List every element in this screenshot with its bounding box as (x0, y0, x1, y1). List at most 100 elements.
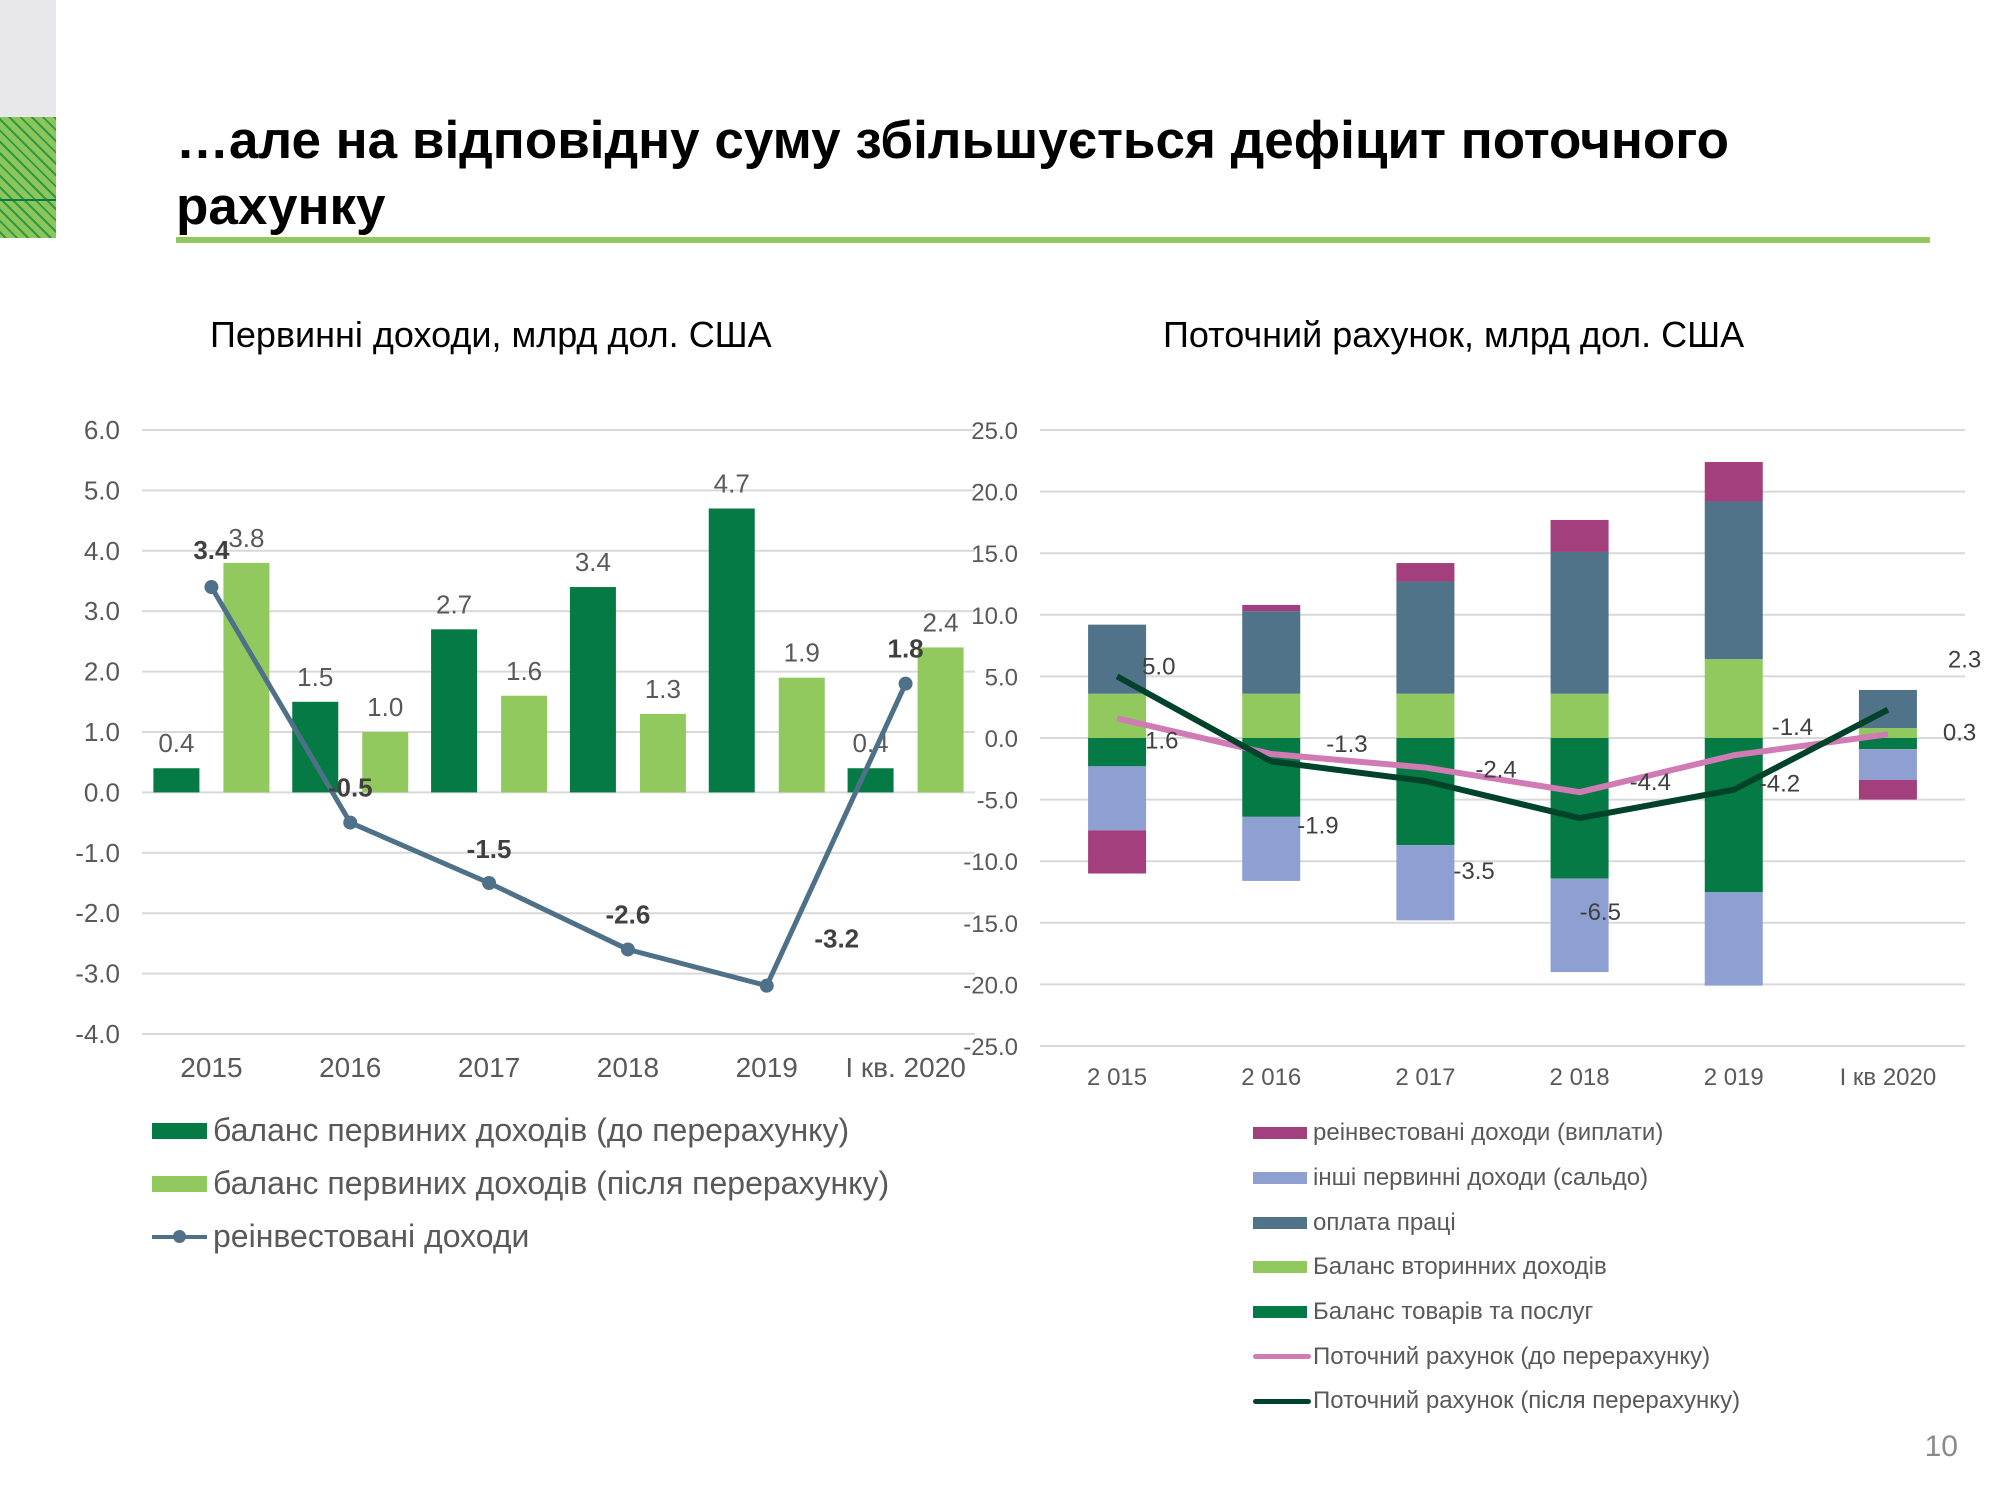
bar-before (847, 768, 894, 793)
y-tick-label: -4.0 (75, 1019, 120, 1049)
x-tick-label: 2017 (458, 1052, 520, 1083)
line-point (204, 580, 219, 595)
y-tick-label: -15.0 (963, 911, 1018, 938)
title-underline (176, 237, 1930, 243)
y-tick-label: -25.0 (963, 1034, 1018, 1061)
bar-data-label: 0.4 (158, 728, 194, 758)
current-account-after-line (1115, 673, 1890, 822)
stacked-segment (1550, 693, 1609, 738)
legend-label: Поточний рахунок (після перерахунку) (1313, 1387, 1741, 1415)
stacked-segment (1550, 738, 1609, 879)
stacked-segment (1242, 611, 1301, 694)
stacked-segment (1242, 604, 1301, 612)
y-tick-label: 0.0 (985, 726, 1018, 753)
legend-label: інші первинні доходи (сальдо) (1313, 1164, 1649, 1192)
side-strip (0, 0, 56, 117)
x-tick-label: 2 015 (1087, 1064, 1147, 1091)
bar-data-label: 2.4 (923, 607, 959, 637)
line-data-label: -4.4 (1630, 769, 1671, 796)
legend-item-goods-services: Баланс товарів та послуг (1253, 1290, 1740, 1335)
line-point (620, 942, 635, 957)
legend-item-secondary: Баланс вторинних доходів (1253, 1245, 1740, 1290)
legend-line-swatch (1253, 1398, 1311, 1404)
legend-item-ca-before: Поточний рахунок (до перерахунку) (1253, 1334, 1740, 1379)
line-data-label: -3.2 (814, 924, 859, 954)
stacked-segment (1396, 563, 1455, 582)
stacked-segment (1088, 830, 1147, 874)
legend-label: баланс первиних доходів (після перерахун… (213, 1165, 890, 1201)
x-tick-label: 2015 (180, 1052, 242, 1083)
line-point (759, 978, 774, 993)
bar-before (431, 629, 478, 793)
y-tick-label: -10.0 (963, 849, 1018, 876)
line-point (343, 815, 358, 830)
bar-data-label: 1.0 (367, 692, 403, 722)
right-chart-legend: реінвестовані доходи (виплати) інші перв… (1253, 1111, 1740, 1424)
legend-swatch (152, 1122, 207, 1139)
bar-after (223, 562, 270, 793)
stacked-segment (1858, 738, 1917, 750)
legend-item-ca-after: Поточний рахунок (після перерахунку) (1253, 1379, 1740, 1424)
legend-swatch (1253, 1216, 1307, 1229)
legend-label: оплата праці (1313, 1208, 1456, 1236)
bar-data-label: 1.5 (297, 662, 333, 692)
line-data-label: -0.5 (328, 773, 373, 803)
line-data-label: 5.0 (1142, 653, 1175, 680)
stacked-segment (1858, 779, 1917, 800)
y-tick-label: 5.0 (84, 475, 120, 505)
stacked-segment (1550, 551, 1609, 694)
legend-item-wages: оплата праці (1253, 1200, 1740, 1245)
stacked-segment (1396, 581, 1455, 694)
line-point (898, 676, 913, 691)
bar-after (501, 695, 548, 793)
x-tick-label: I кв. 2020 (845, 1052, 966, 1083)
stacked-segment (1704, 738, 1763, 892)
right-chart-title: Поточний рахунок, млрд дол. США (1163, 314, 1745, 355)
bar-data-label: 1.6 (506, 656, 542, 686)
y-tick-label: 3.0 (84, 596, 120, 626)
legend-swatch (1253, 1261, 1307, 1274)
y-tick-label: 15.0 (971, 541, 1018, 568)
line-data-label: 0.3 (1943, 719, 1976, 746)
y-tick-label: -20.0 (963, 972, 1018, 999)
x-tick-label: 2018 (597, 1052, 659, 1083)
x-tick-label: 2 016 (1241, 1064, 1301, 1091)
legend-swatch (152, 1175, 207, 1192)
legend-label: Баланс вторинних доходів (1313, 1253, 1607, 1281)
decorative-pattern (0, 117, 56, 238)
stacked-segment (1858, 749, 1917, 780)
legend-item-reinvested-payments: реінвестовані доходи (виплати) (1253, 1111, 1740, 1156)
bar-before (708, 508, 755, 793)
stacked-segment (1242, 816, 1301, 881)
legend-item-primary-before: баланс первиних доходів (до перерахунку) (152, 1104, 889, 1157)
stacked-segment (1550, 519, 1609, 552)
line-data-label: 1.8 (888, 634, 924, 664)
bar-before (153, 768, 200, 793)
legend-item-other-primary: інші первинні доходи (сальдо) (1253, 1156, 1740, 1201)
line-data-label: -1.3 (1326, 731, 1367, 758)
line-data-label: -6.5 (1580, 899, 1621, 926)
stacked-segment (1088, 693, 1147, 738)
bar-data-label: 2.7 (436, 589, 472, 619)
line-data-label: -2.4 (1475, 757, 1516, 784)
line-data-label: 3.4 (193, 535, 230, 565)
bar-after (362, 732, 409, 793)
stacked-segment (1704, 659, 1763, 738)
y-tick-label: 2.0 (84, 657, 120, 687)
line-data-label: -1.5 (467, 834, 512, 864)
left-chart-title: Первинні доходи, млрд дол. США (210, 314, 772, 355)
stacked-segment (1242, 693, 1301, 738)
stacked-segment (1704, 501, 1763, 660)
bar-data-label: 1.3 (645, 674, 681, 704)
bar-before (569, 587, 616, 793)
line-data-label: 1.6 (1145, 727, 1178, 754)
stacked-segment (1396, 845, 1455, 921)
stacked-segment (1088, 766, 1147, 831)
y-tick-label: -1.0 (75, 838, 120, 868)
y-tick-label: 5.0 (985, 664, 1018, 691)
line-data-label: -3.5 (1453, 858, 1494, 885)
legend-label: реінвестовані доходи (виплати) (1313, 1119, 1664, 1147)
bar-data-label: 1.9 (784, 638, 820, 668)
y-tick-label: 25.0 (971, 418, 1018, 445)
